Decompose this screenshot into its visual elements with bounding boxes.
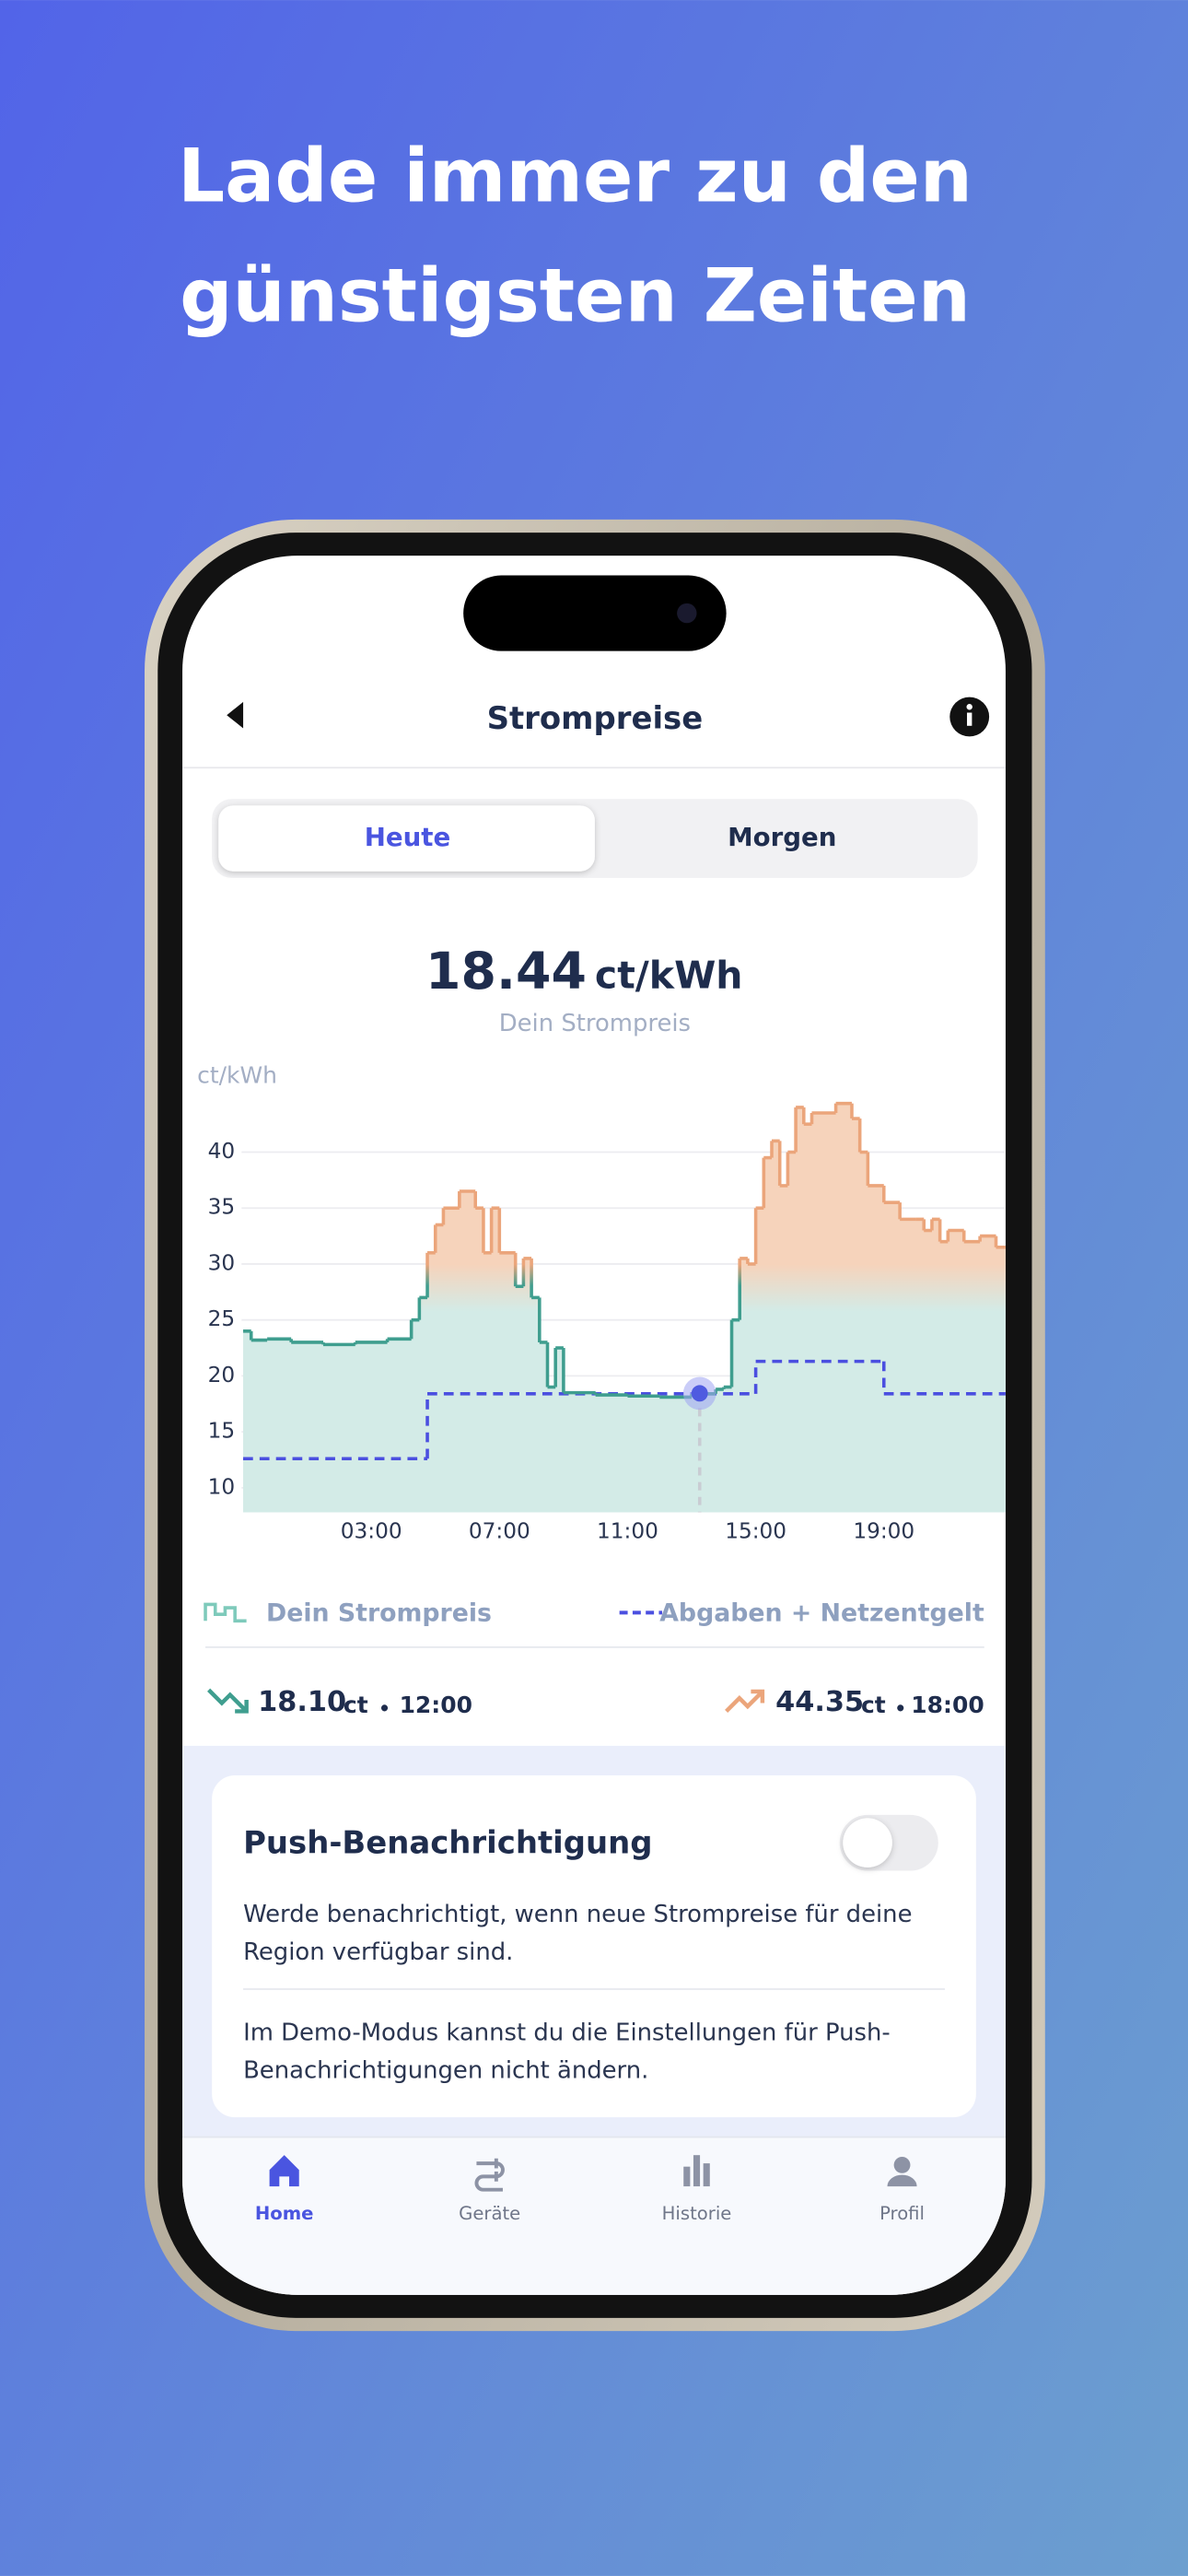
app-screen: Strompreise Heute Morgen 18.44 ct/kWh De… (182, 697, 1006, 2295)
push-note: Benachrichtigungen nicht ändern. (243, 2057, 648, 2085)
profile-icon[interactable] (887, 2156, 917, 2187)
separator (897, 1704, 904, 1712)
y-axis-label: ct/kWh (197, 1062, 277, 1089)
history-icon[interactable] (683, 2155, 710, 2187)
current-price-unit: ct/kWh (595, 954, 743, 998)
devices-icon[interactable] (474, 2158, 505, 2192)
y-tick-label: 35 (208, 1195, 236, 1220)
x-tick-label: 07:00 (469, 1518, 530, 1543)
tab-today[interactable]: Heute (365, 822, 451, 852)
chart: 10 15 20 25 30 35 40 03:00 07:00 11:00 15:00 19:00 (208, 1101, 1006, 1543)
push-title: Push-Benachrichtigung (243, 1824, 653, 1860)
price-area (243, 1103, 1006, 1513)
x-tick-label: 15:00 (725, 1518, 786, 1543)
tab-label[interactable]: Home (255, 2203, 314, 2224)
back-button[interactable] (227, 701, 244, 729)
push-description: Region verfügbar sind. (243, 1938, 513, 1966)
x-tick-label: 11:00 (597, 1518, 658, 1543)
tab-tomorrow[interactable]: Morgen (728, 822, 836, 852)
toggle-knob (843, 1818, 892, 1868)
segment-selected[interactable] (218, 805, 595, 872)
legend-label: Dein Strompreis (266, 1599, 492, 1628)
trend-up-icon (751, 1689, 765, 1704)
push-description: Werde benachrichtigt, wenn neue Strompre… (243, 1901, 912, 1928)
tab-bar (182, 2137, 1006, 2295)
y-tick-label: 10 (208, 1474, 236, 1499)
push-card (212, 1775, 976, 2118)
trend-up-icon (725, 1690, 764, 1714)
separator (380, 1704, 389, 1712)
home-icon[interactable] (269, 2155, 299, 2187)
headline: Lade immer zu den (178, 132, 973, 218)
trend-down-icon (235, 1699, 249, 1714)
x-tick-label: 03:00 (341, 1518, 402, 1543)
headline: günstigsten Zeiten (180, 252, 971, 339)
max-unit: ct (861, 1692, 886, 1718)
tab-label[interactable]: Historie (662, 2203, 732, 2224)
trend-down-icon (207, 1688, 249, 1714)
y-tick-label: 30 (208, 1250, 236, 1275)
min-unit: ct (344, 1692, 368, 1718)
y-tick-label: 20 (208, 1363, 236, 1388)
y-tick-label: 40 (208, 1139, 236, 1164)
max-time: 18:00 (911, 1692, 984, 1718)
max-price: 44.35 (775, 1686, 864, 1718)
info-button[interactable] (949, 697, 990, 737)
legend-label: Abgaben + Netzentgelt (659, 1599, 984, 1628)
y-tick-label: 15 (208, 1419, 236, 1444)
x-tick-label: 19:00 (853, 1518, 914, 1543)
legend-icon (204, 1602, 247, 1623)
current-marker (691, 1385, 708, 1402)
tab-label[interactable]: Geräte (459, 2203, 520, 2224)
min-price: 18.10 (258, 1686, 346, 1718)
dynamic-island (463, 575, 727, 651)
tab-label[interactable]: Profil (879, 2203, 925, 2224)
price-caption: Dein Strompreis (499, 1010, 691, 1037)
min-time: 12:00 (400, 1692, 472, 1718)
y-tick-label: 25 (208, 1306, 236, 1331)
current-price: 18.44 (425, 943, 587, 1001)
push-note: Im Demo-Modus kannst du die Einstellunge… (243, 2020, 891, 2047)
screen-title: Strompreise (487, 700, 704, 736)
camera (677, 603, 697, 624)
